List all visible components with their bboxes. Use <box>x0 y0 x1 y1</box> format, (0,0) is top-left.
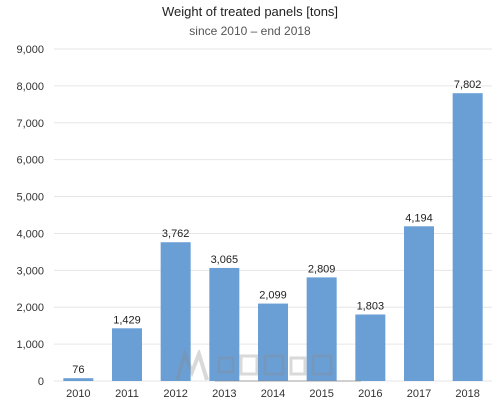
x-tick-label-2011: 2011 <box>115 388 139 400</box>
x-tick-label-2017: 2017 <box>407 388 431 400</box>
data-label-2017: 4,194 <box>405 212 433 224</box>
y-tick-label: 2,000 <box>16 302 44 314</box>
data-label-2018: 7,802 <box>454 79 482 91</box>
bar-2017 <box>404 226 434 381</box>
bar-2011 <box>112 328 142 381</box>
x-tick-label-2015: 2015 <box>309 388 333 400</box>
bar-2016 <box>355 314 386 381</box>
y-tick-label: 5,000 <box>16 192 44 204</box>
bar-2014 <box>258 303 288 381</box>
data-label-2012: 3,762 <box>162 228 190 240</box>
y-tick-label: 0 <box>38 376 44 388</box>
bar-2012 <box>160 242 191 381</box>
bars <box>63 93 483 382</box>
data-label-2014: 2,099 <box>259 290 287 302</box>
y-tick-label: 3,000 <box>16 265 44 277</box>
y-tick-label: 7,000 <box>16 118 44 130</box>
y-tick-label: 9,000 <box>16 44 44 56</box>
data-label-2015: 2,809 <box>308 263 336 275</box>
data-labels: 76 1,429 3,762 3,065 2,099 2,809 1,803 4,194 7,8… <box>72 79 481 376</box>
x-tick-label-2016: 2016 <box>358 388 382 400</box>
bar-2015 <box>306 277 337 381</box>
y-tick-label: 8,000 <box>16 81 44 93</box>
y-tick-label: 4,000 <box>16 228 44 240</box>
data-label-2011: 1,429 <box>113 314 141 326</box>
x-axis-ticks: 2010 2011 2012 2013 2014 2015 2016 2017 2018 <box>66 388 480 400</box>
chart-subtitle: since 2010 – end 2018 <box>189 24 311 38</box>
data-label-2013: 3,065 <box>211 254 239 266</box>
x-tick-label-2014: 2014 <box>261 388 285 400</box>
data-label-2010: 76 <box>72 364 84 376</box>
bar-2010 <box>63 378 94 381</box>
bar-2018 <box>452 93 483 382</box>
y-tick-label: 1,000 <box>16 339 44 351</box>
bar-2013 <box>209 267 240 381</box>
chart-title: Weight of treated panels [tons] <box>161 4 339 19</box>
x-tick-label-2018: 2018 <box>455 388 479 400</box>
x-tick-label-2012: 2012 <box>163 388 187 400</box>
y-axis-ticks: 0 1,000 2,000 3,000 4,000 5,000 6,000 7,000 8,00… <box>16 44 44 388</box>
y-tick-label: 6,000 <box>16 155 44 167</box>
x-tick-label-2010: 2010 <box>66 388 90 400</box>
data-label-2016: 1,803 <box>357 300 385 312</box>
x-tick-label-2013: 2013 <box>212 388 236 400</box>
